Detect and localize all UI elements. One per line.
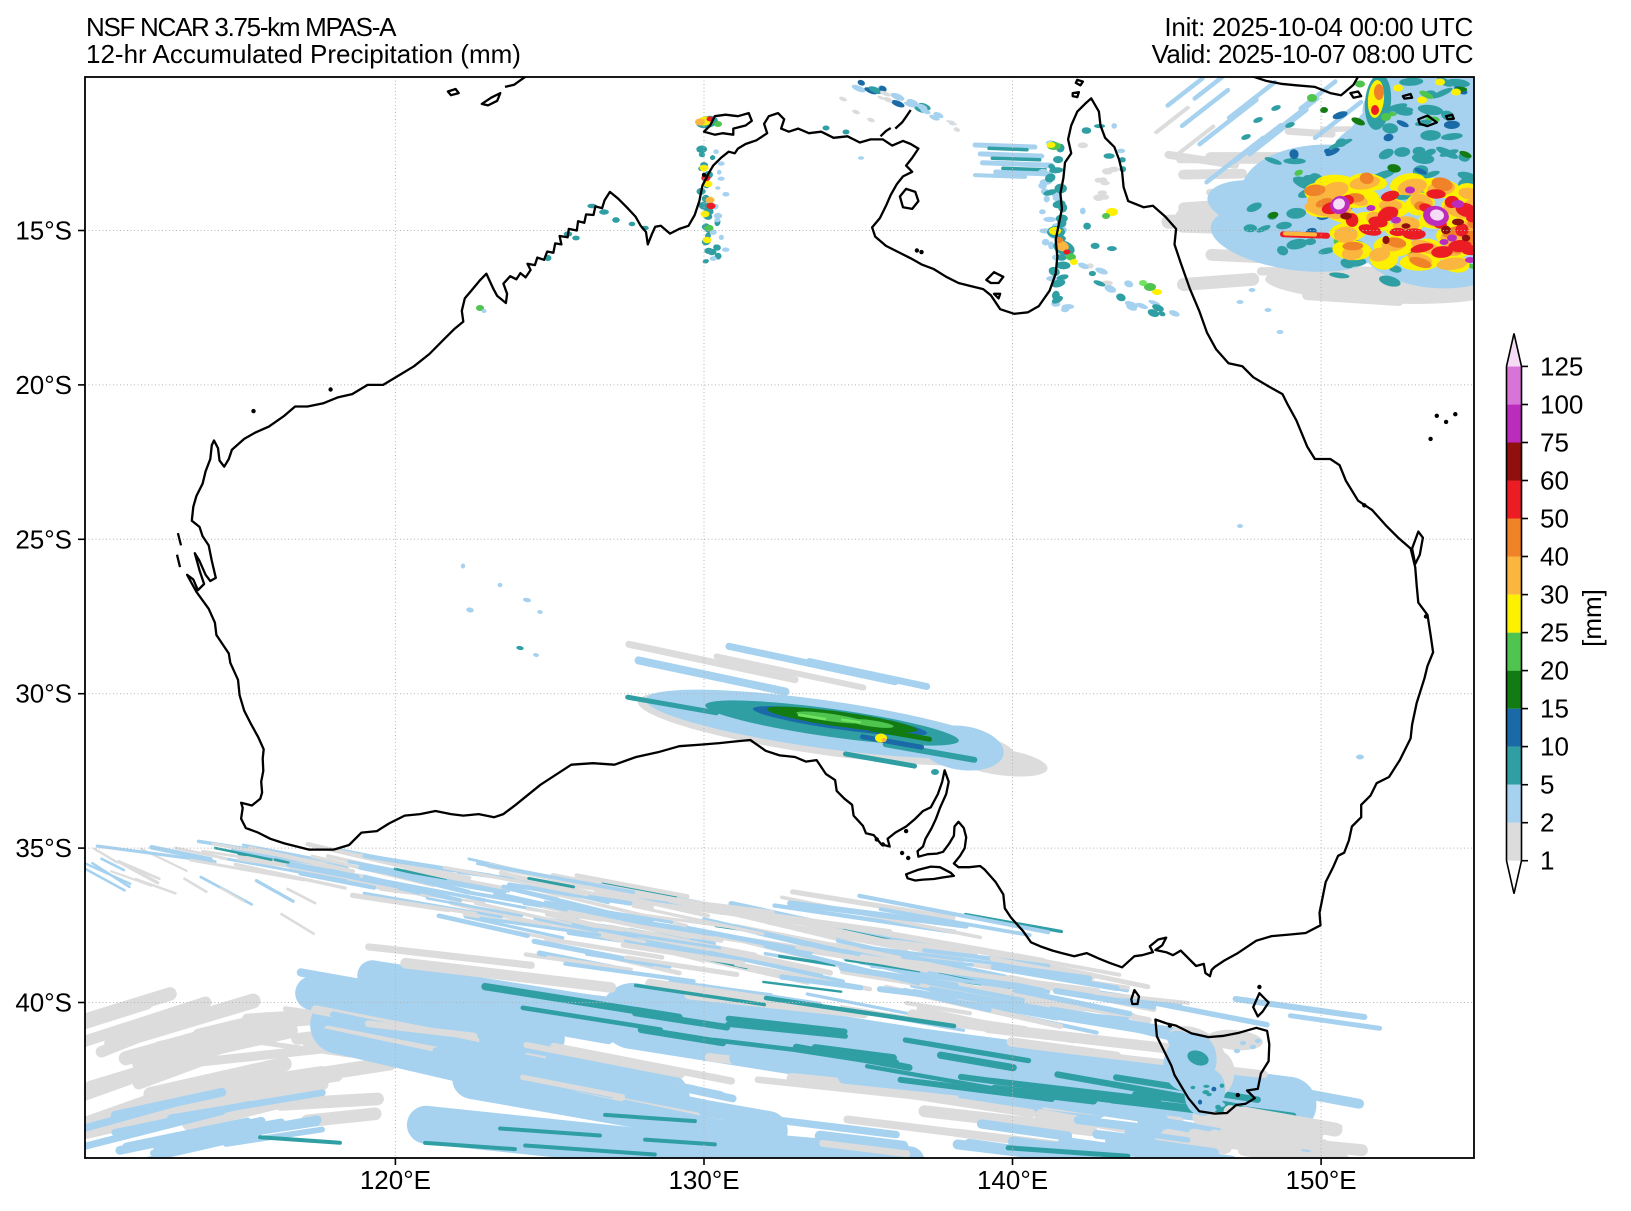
svg-text:12-hr Accumulated Precipitatio: 12-hr Accumulated Precipitation (mm) <box>86 39 521 69</box>
svg-text:NSF NCAR 3.75-km MPAS-A: NSF NCAR 3.75-km MPAS-A <box>86 12 397 42</box>
svg-text:140°E: 140°E <box>977 1165 1048 1195</box>
svg-text:125: 125 <box>1540 351 1583 381</box>
svg-text:Init: 2025-10-04 00:00 UTC: Init: 2025-10-04 00:00 UTC <box>1164 12 1473 42</box>
svg-text:30°S: 30°S <box>15 679 72 709</box>
svg-text:20°S: 20°S <box>15 370 72 400</box>
svg-text:35°S: 35°S <box>15 833 72 863</box>
svg-text:40: 40 <box>1540 542 1569 572</box>
svg-text:30: 30 <box>1540 580 1569 610</box>
svg-text:15: 15 <box>1540 694 1569 724</box>
svg-text:20: 20 <box>1540 656 1569 686</box>
svg-text:25°S: 25°S <box>15 524 72 554</box>
svg-text:15°S: 15°S <box>15 216 72 246</box>
svg-text:40°S: 40°S <box>15 988 72 1018</box>
svg-text:75: 75 <box>1540 428 1569 458</box>
svg-text:60: 60 <box>1540 466 1569 496</box>
svg-text:130°E: 130°E <box>668 1165 739 1195</box>
svg-text:25: 25 <box>1540 618 1569 648</box>
svg-text:Valid: 2025-10-07 08:00 UTC: Valid: 2025-10-07 08:00 UTC <box>1152 39 1473 69</box>
svg-text:5: 5 <box>1540 770 1554 800</box>
svg-text:150°E: 150°E <box>1286 1165 1357 1195</box>
svg-text:10: 10 <box>1540 732 1569 762</box>
svg-text:50: 50 <box>1540 504 1569 534</box>
svg-text:120°E: 120°E <box>360 1165 431 1195</box>
svg-text:[mm]: [mm] <box>1577 589 1607 647</box>
svg-text:1: 1 <box>1540 846 1554 876</box>
svg-text:100: 100 <box>1540 390 1583 420</box>
svg-text:2: 2 <box>1540 808 1554 838</box>
